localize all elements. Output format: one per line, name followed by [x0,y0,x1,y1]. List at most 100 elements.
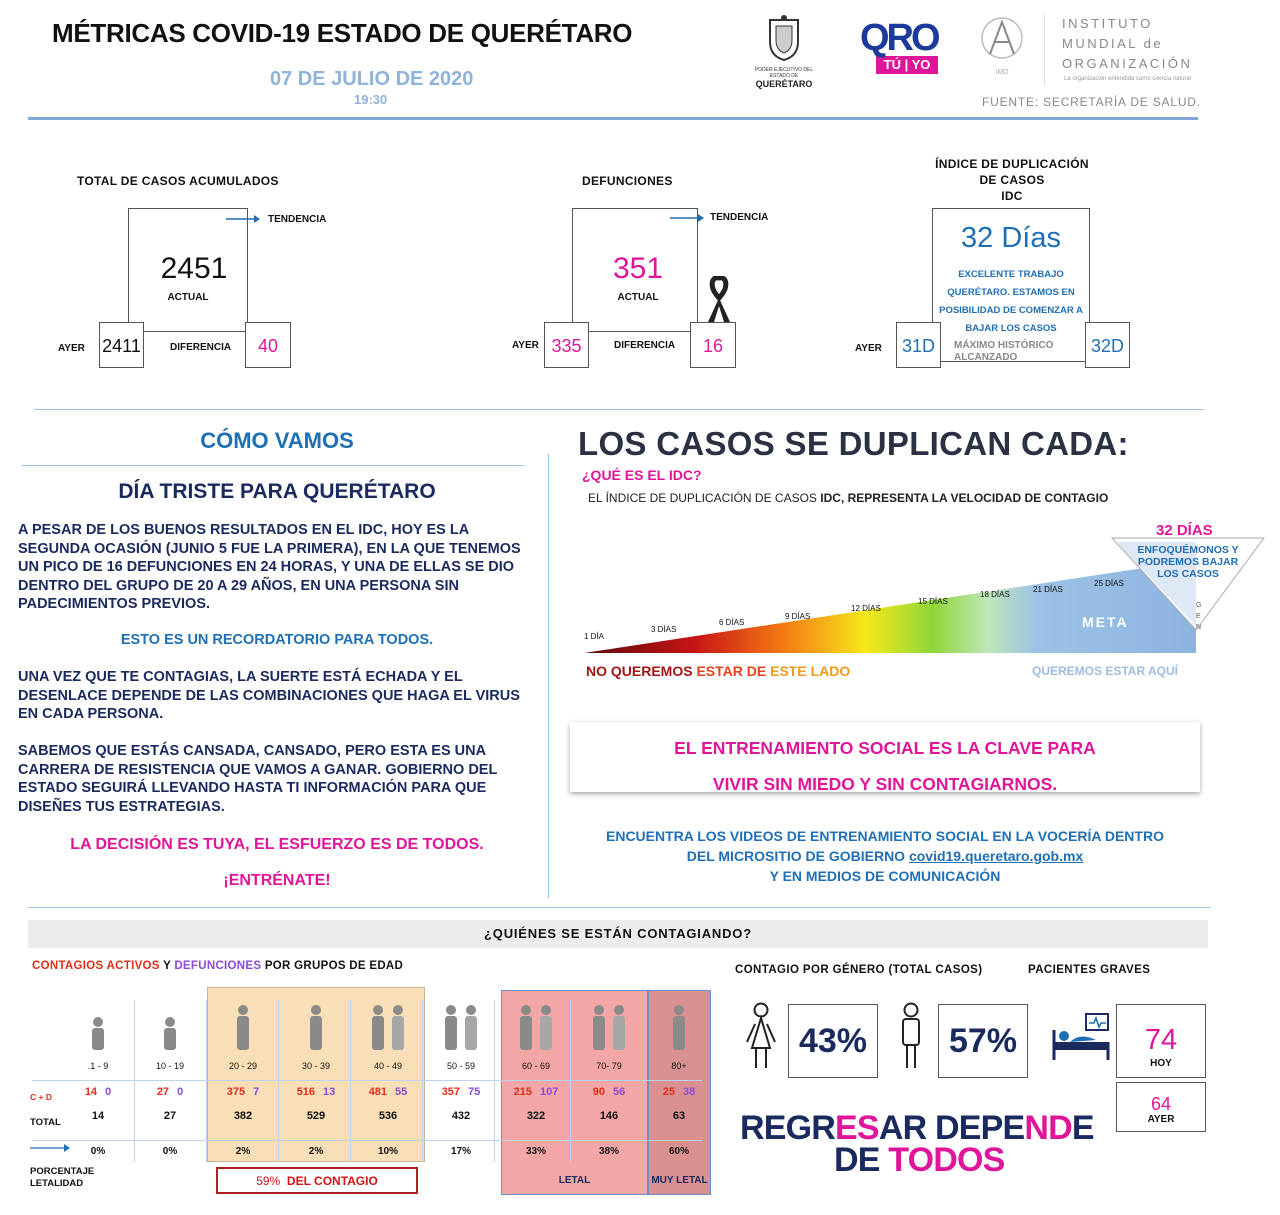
age-group-7: 70- 79 90 56 146 38% [573,1000,645,1157]
tu-yo-logo-text: TÚ | YO [876,56,938,74]
idc-max-label-line1: MÁXIMO HISTÓRICO [954,340,1054,351]
como-vamos-heading: CÓMO VAMOS [200,428,354,453]
age-lethality-value: 0% [90,1146,106,1157]
como-vamos-paragraph-2: UNA VEZ QUE TE CONTAGIAS, LA SUERTE ESTÁ… [18,669,520,722]
male-pct-box [938,1004,1028,1078]
meta-label: META [1082,614,1129,630]
idc-title-line2: DE CASOS [979,173,1045,187]
age-lethality-value: 2% [235,1146,251,1157]
idc-max-label: MÁXIMO HISTÓRICO ALCANZADO [954,340,1053,364]
age-group-3: 30 - 39 516 13 529 2% [280,1000,352,1157]
age-deaths-value: 7 [253,1086,260,1098]
idc-title-line3: IDC [1001,189,1023,203]
people-icon [92,1017,104,1050]
hospital-bed-icon [1052,1013,1110,1060]
bad-side-part3: ESTE LADO [770,663,851,679]
deaths-value-label: ACTUAL [617,292,659,303]
idc-title-line1: ÍNDICE DE DUPLICACIÓN [935,157,1089,171]
age-legend: CONTAGIOS ACTIVOS Y DEFUNCIONES POR GRUP… [32,960,403,972]
age-deaths-value: 38 [683,1086,696,1098]
gov-logo-line2: QUERÉTARO [755,79,813,89]
idc-callout: ENFOQUÉMONOS Y PODREMOS BAJAR LOS CASOS [1128,544,1248,580]
page-title: MÉTRICAS COVID-19 ESTADO DE QUERÉTARO [52,18,633,48]
imo-name: INSTITUTO MUNDIAL de ORGANIZACIÓN [1062,14,1192,74]
source-label: FUENTE: SECRETARÍA DE SALUD. [982,95,1201,109]
age-group-1: 10 - 19 27 0 27 0% [134,1000,206,1157]
deaths-title: DEFUNCIONES [582,174,673,188]
day-label-6: 6 DÍAS [719,618,745,627]
deaths-diff-value: 16 [702,336,724,356]
age-range-label: 40 - 49 [373,1061,403,1071]
age-cd-values: 27 0 [134,1086,206,1098]
people-icon [310,1005,322,1050]
deaths-trend-label: TENDENCIA [710,212,769,223]
age-deaths-value: 0 [177,1086,184,1098]
age-cd-values: 215 107 [500,1086,572,1098]
slogan-line1: REGRESAR DEPENDE [740,1111,1095,1145]
slogan-line2: DE TODOS [834,1143,1094,1177]
age-deaths-value: 0 [105,1086,112,1098]
idc-max-label-line2: ALCANZADO [954,352,1018,363]
row-label-total: TOTAL [30,1117,61,1128]
day-label-18: 18 DÍAS [980,590,1010,599]
day-label-1: 1 DÍA [584,632,605,641]
cases-diff-label: DIFERENCIA [170,342,232,353]
age-lethality-value: 38% [598,1146,619,1157]
cases-title: TOTAL DE CASOS ACUMULADOS [77,174,279,188]
header-divider [28,117,1198,120]
legend-active: CONTAGIOS ACTIVOS [32,960,160,972]
people-icon [593,1005,625,1050]
bad-side-label: NO QUEREMOS ESTAR DE ESTE LADO [586,663,850,679]
cases-value: 2451 [160,252,228,285]
qro-logo-text: QRO [860,17,941,59]
cases-yesterday-value: 2411 [102,336,141,356]
idc-title: ÍNDICE DE DUPLICACIÓN DE CASOS IDC [912,156,1112,204]
age-deaths-value: 107 [540,1086,559,1098]
row-label-pct: PORCENTAJE LETALIDAD [30,1166,95,1189]
deaths-value: 351 [612,252,664,285]
age-lethality-value: 17% [450,1146,471,1157]
microsite-link[interactable]: covid19.queretaro.gob.mx [908,848,1084,864]
videos-line2: DEL MICROSITIO DE GOBIERNO [686,848,909,864]
como-vamos-entrenate: ¡ENTRÉNATE! [223,872,331,889]
imo-tagline: La organización entendida como ciencia n… [1064,76,1192,82]
age-group-6: 60 - 69 215 107 322 33% [500,1000,572,1157]
age-total-value: 529 [306,1110,326,1122]
age-total-value: 432 [451,1110,471,1122]
age-cd-values: 516 13 [280,1086,352,1098]
age-group-4: 40 - 49 481 55 536 10% [352,1000,424,1157]
videos-line3: Y EN MEDIOS DE COMUNICACIÓN [769,868,1001,884]
graves-yesterday-box [1116,1082,1206,1132]
como-vamos-paragraph-1: A PESAR DE LOS BUENOS RESULTADOS EN EL I… [18,522,521,612]
contagios-title: ¿QUIÉNES SE ESTÁN CONTAGIANDO? [484,926,752,941]
age-lethality-value: 0% [162,1146,178,1157]
videos-info: ENCUENTRA LOS VIDEOS DE ENTRENAMIENTO SO… [560,826,1210,886]
idc-definition-plain: EL ÍNDICE DE DUPLICACIÓN DE CASOS [588,491,821,505]
idc-current-days: 32 DÍAS [1156,522,1213,539]
idc-max-value: 32D [1090,336,1125,356]
cases-trend-arrow-icon [226,215,260,223]
imo-logo: IMO [976,16,1028,76]
age-active-value: 27 [156,1086,170,1098]
people-icon [673,1005,685,1050]
people-icon [445,1005,477,1050]
como-vamos-underline [22,465,524,466]
age-lethality-value: 2% [308,1146,324,1157]
imo-divider [1044,14,1045,86]
bad-side-part2: ESTAR DE [696,663,767,679]
idc-callout-line3: LOS CASOS [1157,568,1219,580]
cases-trend-label: TENDENCIA [268,214,327,225]
imo-name-line2: MUNDIAL de [1062,36,1164,51]
idc-question: ¿QUÉ ES EL IDC? [582,467,702,483]
gov-logo-line1: PODER EJECUTIVO DEL ESTADO DE [754,67,814,79]
graves-title: PACIENTES GRAVES [1028,964,1151,976]
age-range-label: 50 - 59 [446,1061,476,1071]
legend-and: Y [159,960,175,972]
column-divider [548,454,549,898]
age-active-value: 14 [84,1086,98,1098]
como-vamos-reminder: ESTO ES UN RECORDATORIO PARA TODOS. [120,632,434,648]
slogan: REGRESAR DEPENDE DE TODOS [740,1111,1095,1177]
day-label-25: 25 DÍAS [1094,579,1124,588]
cases-value-label: ACTUAL [167,292,209,303]
idc-note-line3: POSIBILIDAD DE COMENZAR A [939,305,1083,316]
